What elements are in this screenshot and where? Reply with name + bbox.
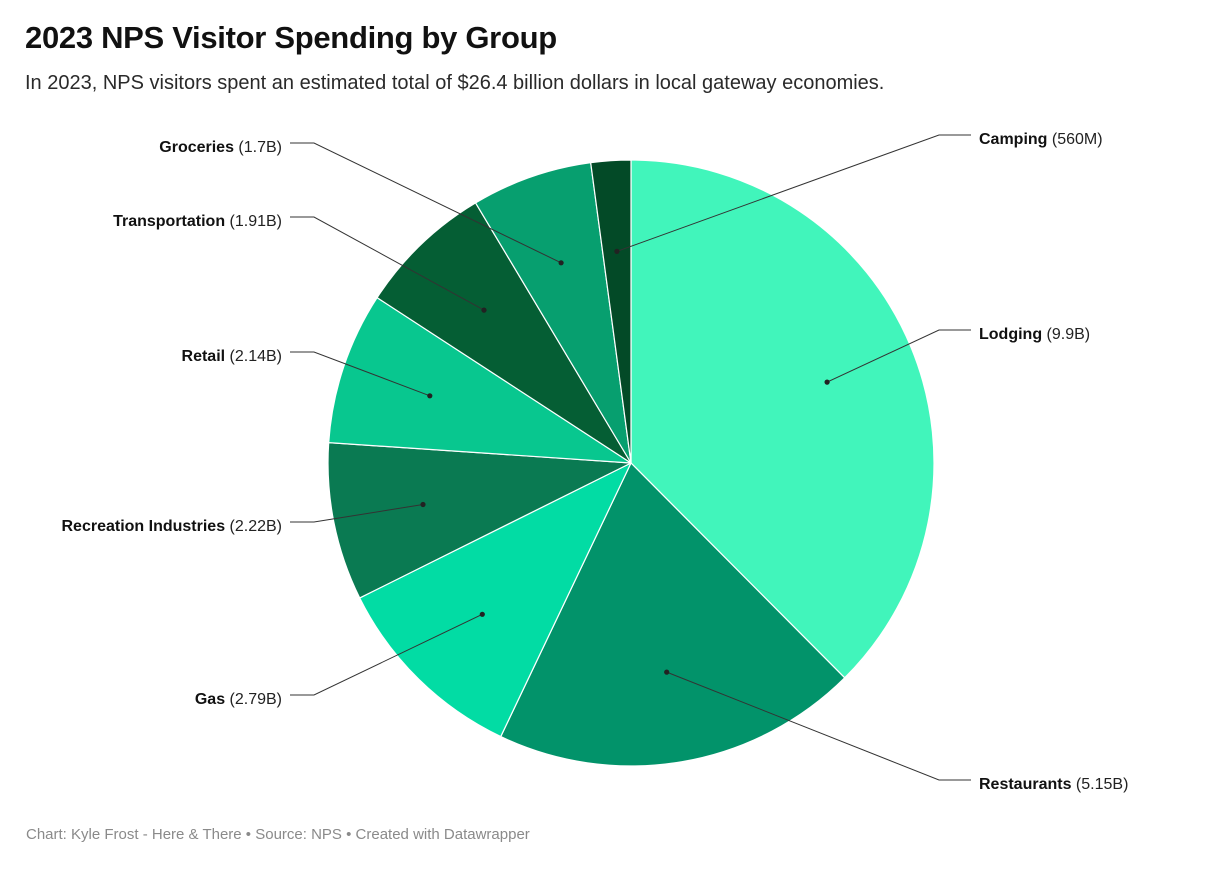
leader-dot-restaurants: [664, 669, 670, 675]
slice-retail[interactable]: [328, 297, 632, 464]
slice-transportation[interactable]: [376, 202, 632, 464]
slice-restaurants[interactable]: [500, 462, 846, 767]
leader-dot-recreation-industries: [420, 501, 426, 508]
label-transportation: Transportation (1.91B): [113, 213, 282, 230]
leader-line-recreation-industries: [290, 504, 424, 523]
leader-line-camping: [616, 134, 971, 252]
leader-dot-lodging: [824, 379, 830, 385]
label-gas: Gas (2.79B): [195, 691, 282, 708]
label-restaurants: Restaurants (5.15B): [979, 776, 1128, 793]
label-value: (2.22B): [230, 518, 282, 535]
pie-slices: [327, 159, 935, 767]
leader-dot-camping: [614, 248, 620, 254]
label-name: Retail: [182, 348, 230, 365]
label-value: (1.7B): [238, 139, 282, 156]
slice-lodging[interactable]: [630, 159, 935, 679]
datawrapper-credit[interactable]: Created with Datawrapper: [355, 826, 530, 843]
label-value: (5.15B): [1076, 776, 1128, 793]
slice-recreation-industries[interactable]: [327, 442, 632, 599]
label-value: (2.14B): [230, 348, 282, 365]
chart-subtitle: In 2023, NPS visitors spent an estimated…: [25, 72, 885, 94]
leader-line-gas: [290, 613, 483, 696]
source-link[interactable]: Source: NPS: [255, 826, 342, 843]
chart-footer: Chart: Kyle Frost - Here & There • Sourc…: [26, 826, 530, 843]
leader-line-groceries: [290, 142, 562, 264]
label-camping: Camping (560M): [979, 131, 1103, 148]
chart-title: 2023 NPS Visitor Spending by Group: [25, 20, 557, 55]
footer-separator: •: [341, 826, 356, 843]
leader-dot-retail: [427, 393, 433, 399]
label-name: Restaurants: [979, 776, 1076, 793]
label-recreation-industries: Recreation Industries (2.22B): [61, 518, 282, 535]
slice-camping[interactable]: [590, 159, 632, 464]
label-value: (9.9B): [1047, 326, 1091, 343]
leader-line-lodging: [826, 329, 971, 383]
leader-line-restaurants: [666, 671, 971, 781]
label-name: Camping: [979, 131, 1052, 148]
label-name: Recreation Industries: [61, 518, 229, 535]
label-name: Groceries: [159, 139, 238, 156]
footer-separator: •: [241, 826, 256, 843]
slice-gas[interactable]: [359, 462, 632, 738]
chart-credit: Chart: Kyle Frost - Here & There: [26, 826, 242, 843]
leader-dot-groceries: [558, 260, 564, 266]
pie-labels: Lodging (9.9B) Restaurants (5.15B) Gas (2.…: [61, 131, 1128, 793]
label-value: (1.91B): [230, 213, 282, 230]
label-lodging: Lodging (9.9B): [979, 326, 1090, 343]
leader-dot-gas: [479, 611, 485, 617]
label-retail: Retail (2.14B): [182, 348, 282, 365]
leader-dot-transportation: [481, 307, 487, 313]
leader-line-retail: [290, 351, 430, 397]
label-groceries: Groceries (1.7B): [159, 139, 282, 156]
label-value: (560M): [1052, 131, 1103, 148]
label-name: Transportation: [113, 213, 229, 230]
leader-line-transportation: [290, 216, 485, 311]
label-name: Lodging: [979, 326, 1047, 343]
slice-groceries[interactable]: [475, 162, 632, 464]
label-name: Gas: [195, 691, 230, 708]
label-value: (2.79B): [230, 691, 282, 708]
